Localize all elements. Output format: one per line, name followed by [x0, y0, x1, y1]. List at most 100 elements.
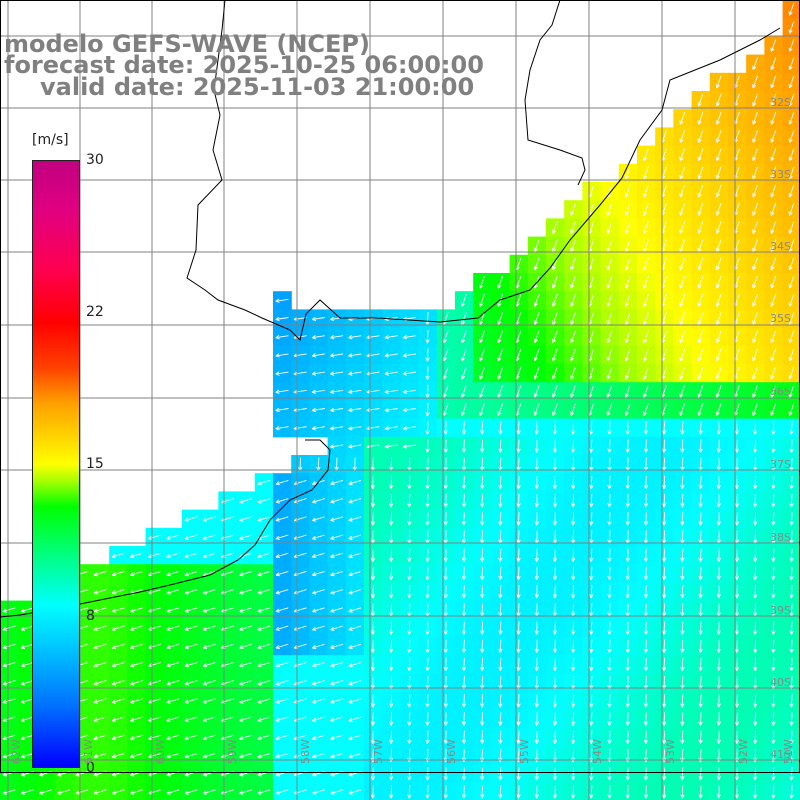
wind-arrow: [624, 221, 631, 234]
wind-arrow: [348, 789, 362, 795]
wind-arrow: [370, 566, 376, 581]
wind-arrow: [752, 584, 758, 599]
wind-arrow: [498, 712, 503, 726]
longitude-label: 51W: [782, 739, 795, 764]
wind-arrow: [533, 366, 540, 380]
wind-arrow: [129, 680, 143, 686]
wind-arrow: [275, 752, 289, 759]
wind-arrow: [679, 348, 686, 362]
wind-arrow: [402, 389, 416, 394]
wind-arrow: [257, 752, 271, 759]
wind-arrow: [770, 385, 777, 398]
wind-arrow: [330, 516, 344, 522]
wind-arrow: [570, 639, 576, 653]
wind-arrow: [370, 584, 376, 599]
wind-arrow: [202, 625, 216, 631]
longitude-label: 61W: [82, 739, 95, 764]
wind-arrow: [698, 475, 703, 490]
wind-arrow: [129, 552, 143, 559]
wind-arrow: [534, 730, 539, 744]
wind-arrow: [771, 639, 776, 653]
wind-arrow: [330, 407, 344, 413]
wind-arrow: [479, 766, 485, 781]
wind-arrow: [716, 584, 721, 599]
wind-arrow: [552, 221, 558, 234]
wind-arrow: [461, 475, 467, 490]
wind-arrow: [552, 493, 558, 508]
wind-arrow: [461, 730, 467, 744]
wind-arrow: [388, 657, 394, 672]
wind-arrow: [607, 694, 612, 708]
wind-arrow: [388, 730, 394, 744]
wind-arrow: [330, 479, 344, 486]
wind-arrow: [679, 275, 686, 289]
wind-arrow: [370, 785, 376, 799]
wind-arrow: [716, 730, 721, 744]
wind-arrow: [697, 221, 704, 234]
wind-arrow: [698, 512, 703, 526]
wind-arrow: [771, 584, 776, 599]
wind-arrow: [461, 657, 467, 672]
wind-arrow: [311, 353, 325, 358]
wind-arrow: [534, 421, 539, 435]
wind-arrow: [680, 785, 685, 799]
wind-arrow: [570, 475, 576, 490]
wind-arrow: [497, 366, 504, 380]
longitude-label: 60W: [154, 739, 167, 764]
wind-arrow: [388, 766, 394, 781]
wind-arrow: [257, 516, 271, 522]
wind-arrow: [516, 766, 521, 781]
wind-arrow: [697, 385, 704, 398]
wind-arrow: [788, 385, 795, 398]
wind-arrow: [2, 607, 16, 613]
wind-arrow: [407, 639, 412, 653]
wind-arrow: [643, 257, 649, 271]
wind-arrow: [552, 621, 558, 635]
wind-arrow: [752, 257, 758, 271]
wind-arrow: [370, 512, 376, 526]
wind-arrow: [552, 657, 558, 672]
wind-arrow: [461, 548, 467, 562]
wind-arrow: [111, 570, 125, 577]
wind-arrow: [625, 584, 630, 599]
wind-arrow: [479, 657, 485, 672]
wind-arrow: [348, 498, 362, 504]
wind-arrow: [624, 239, 631, 253]
wind-arrow: [716, 421, 721, 435]
wind-arrow: [697, 184, 704, 198]
wind-arrow: [625, 657, 630, 672]
wind-arrow: [752, 639, 758, 653]
wind-arrow: [770, 166, 777, 180]
wind-arrow: [770, 366, 777, 380]
wind-arrow: [330, 335, 344, 340]
wind-arrow: [388, 584, 394, 599]
wind-arrow: [497, 348, 504, 362]
wind-arrow: [275, 698, 289, 704]
wind-arrow: [202, 661, 216, 668]
wind-arrow: [788, 148, 795, 162]
latitude-label: 41S: [770, 748, 791, 761]
wind-arrow: [330, 734, 344, 741]
wind-arrow: [20, 752, 34, 759]
wind-arrow: [661, 566, 667, 581]
wind-arrow: [624, 203, 631, 216]
wind-arrow: [752, 366, 758, 380]
wind-arrow: [697, 330, 704, 344]
wind-arrow: [770, 312, 777, 325]
wind-arrow: [407, 657, 412, 672]
wind-arrow: [680, 639, 685, 653]
wind-arrow: [348, 335, 362, 340]
wind-arrow: [443, 621, 448, 635]
wind-arrow: [698, 493, 703, 508]
wind-arrow: [643, 330, 649, 344]
wind-arrow: [497, 385, 504, 398]
wind-arrow: [771, 475, 776, 490]
wind-arrow: [425, 639, 430, 653]
wind-arrow: [516, 785, 521, 799]
wind-arrow: [643, 366, 649, 380]
wind-arrow: [552, 475, 558, 490]
wind-arrow: [348, 353, 362, 358]
wind-arrow: [311, 335, 325, 340]
wind-arrow: [20, 643, 34, 650]
wind-arrow: [534, 475, 539, 490]
